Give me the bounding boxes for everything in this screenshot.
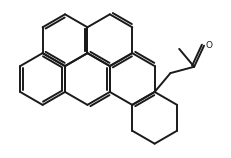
Text: O: O	[204, 41, 211, 50]
